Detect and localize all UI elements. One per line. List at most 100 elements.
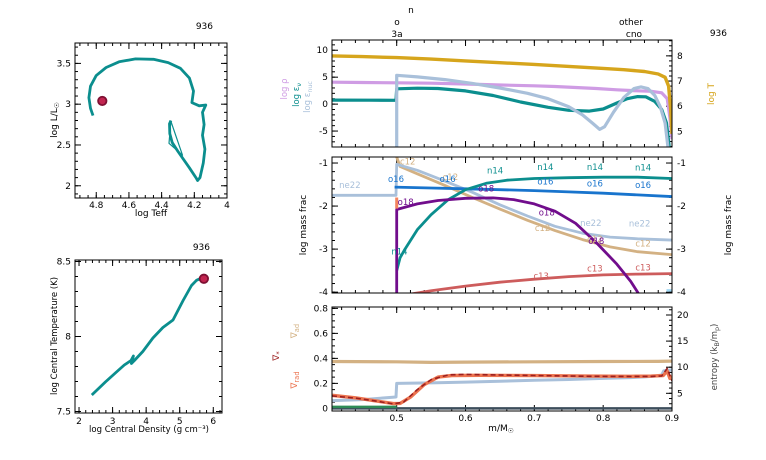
- tick-label: 5: [322, 73, 328, 83]
- curve-label-c12: c12: [587, 235, 603, 245]
- tick-label: 0.8: [596, 414, 611, 424]
- tick-label: 5: [677, 127, 683, 137]
- tick-label: 3.5: [57, 59, 71, 69]
- series-o18: [395, 196, 640, 293]
- panel-profile-abundance-panel: -4 -3 -2 -1 -4 -3 -2 -1 ne22 ne22 ne22 c12 c12 c12 c12…: [319, 156, 686, 298]
- tick-label: 2: [65, 182, 71, 192]
- pbot-right-ylabel-entropy: entropy (kB/mp): [710, 324, 721, 391]
- pmid-right-ylabel-log-mass-frac: log mass frac: [724, 195, 734, 255]
- tick-label: 4.8: [89, 201, 104, 211]
- burn-label-o: o: [394, 18, 400, 28]
- ptop-ylabel-log-eps-nuc: log εnuc: [303, 81, 314, 113]
- curve-label-o16: o16: [440, 175, 456, 185]
- series-log-eps-nuc: [395, 73, 670, 147]
- series-grad-rad: [332, 367, 672, 405]
- tick-label: 0.6: [314, 329, 329, 339]
- series-c12: [395, 157, 672, 257]
- curve-label-n14: n14: [391, 247, 407, 257]
- series-ne22: [332, 162, 672, 242]
- tick-label: 0: [322, 404, 328, 414]
- tick-label: -2: [319, 202, 328, 212]
- curve-label-o16: o16: [388, 175, 404, 185]
- burn-label-n: n: [408, 6, 414, 16]
- burn-label-3a: 3a: [391, 30, 402, 40]
- series-grad-ad: [332, 359, 672, 364]
- tick-label: 0: [322, 100, 328, 110]
- trho-yaxis-title: log Central Temperature (K): [50, 277, 60, 395]
- frame-pmid: [331, 156, 673, 294]
- curve-label-ne22: ne22: [339, 181, 360, 191]
- pmid-ylabel-log-mass-frac: log mass frac: [299, 195, 309, 255]
- tick-label: 0.8: [314, 304, 329, 314]
- curve-label-o16: o16: [537, 178, 553, 188]
- series-trho-track: [90, 277, 201, 397]
- frame-ptop: [331, 39, 673, 148]
- hr-xaxis-title: log Teff: [135, 209, 168, 219]
- tick-label: 20: [677, 311, 689, 321]
- curve-label-c12: c12: [443, 173, 459, 183]
- series-group-ptop: [332, 54, 672, 147]
- panel-hr-diagram: 4.8 4.6 4.4 4.2 4 2 2.5 3 3.5: [57, 42, 230, 211]
- series-group-pbot: [332, 359, 672, 410]
- series-hr-track: [87, 57, 208, 182]
- frame-hr: [74, 42, 228, 199]
- profile-model-number: 936: [710, 29, 727, 39]
- tick-label: 2: [76, 417, 82, 427]
- tick-label: 10: [677, 363, 689, 373]
- tick-label: 4.6: [122, 201, 137, 211]
- tick-label: 7: [677, 77, 683, 87]
- series-log-eps-nu: [332, 86, 671, 147]
- tick-label: -4: [319, 288, 328, 298]
- tick-label: -5: [319, 127, 328, 137]
- frame-trho: [74, 259, 223, 414]
- curve-label-o16: o16: [587, 179, 603, 189]
- tick-label: 5: [677, 389, 683, 399]
- tick-label: 15: [677, 337, 688, 347]
- tick-label: 4.2: [187, 201, 201, 211]
- pbot-ylabel-grad-star: ∇*: [272, 351, 283, 362]
- panel-central-t-rho: 2 3 4 5 6 7.5 8 8.5: [57, 258, 223, 427]
- series-group-hr: [87, 57, 208, 182]
- panel-profile-gradients-panel: 0.5 0.6 0.7 0.8 0.9 0 0.2 0.4 0.6 0.8 5 10 15 20: [314, 304, 689, 424]
- tick-label: -2: [677, 202, 686, 212]
- panel-profile-burning-panel: -5 0 5 10 5 6 7 8: [317, 39, 683, 148]
- series-log-T: [332, 54, 672, 134]
- tick-label: -1: [677, 159, 686, 169]
- tick-label: 0.6: [458, 414, 473, 424]
- series-o16: [394, 185, 672, 198]
- tick-label: 0.4: [314, 354, 329, 364]
- ptop-right-ylabel-log-T: log T: [707, 82, 717, 105]
- ptop-ylabel-log-eps-nu: log εν: [292, 83, 303, 107]
- tick-label: 0.2: [314, 379, 328, 389]
- tick-label: 8.5: [57, 258, 71, 268]
- tick-label: 0.9: [665, 414, 680, 424]
- tick-label: -3: [319, 245, 328, 255]
- curve-label-n14: n14: [487, 166, 503, 176]
- curve-label-c13: c13: [533, 272, 549, 282]
- tick-label: 7.5: [57, 408, 71, 418]
- curve-label-ne22: ne22: [580, 219, 601, 229]
- current-model-marker: [198, 273, 209, 284]
- hr-yaxis-title: log L/L☉: [50, 102, 61, 138]
- curve-label-o18: o18: [588, 237, 604, 247]
- curve-label-ne22: ne22: [629, 220, 650, 230]
- curve-label-c12: c12: [400, 158, 416, 168]
- pbot-ylabel-grad-rad: ∇rad: [290, 371, 301, 389]
- pbot-ylabel-grad-ad: ∇ad: [290, 324, 301, 339]
- tick-label: 0.5: [390, 414, 404, 424]
- ptop-ylabel-log-rho: log ρ: [280, 78, 290, 99]
- series-n14: [395, 175, 672, 271]
- tick-label: 2.5: [57, 141, 71, 151]
- curve-label-o18: o18: [478, 184, 494, 194]
- tick-label: 10: [317, 46, 329, 56]
- tick-label: 3: [110, 417, 116, 427]
- profile-xaxis-title: m/M☉: [488, 424, 514, 435]
- tick-label: 4: [143, 417, 149, 427]
- curve-label-c12: c12: [635, 240, 651, 250]
- curve-label-n14: n14: [587, 163, 603, 173]
- curve-label-o18: o18: [398, 198, 414, 208]
- tick-label: -1: [319, 159, 328, 169]
